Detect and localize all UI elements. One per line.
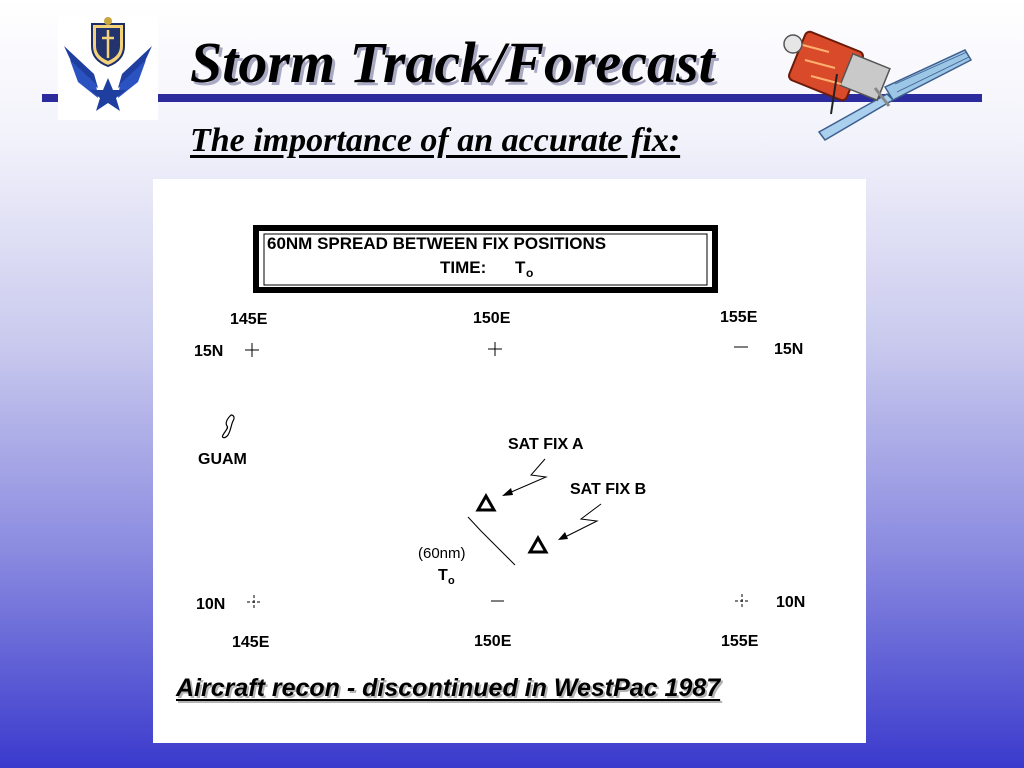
lat-label-15n-left: 15N	[194, 343, 223, 360]
sat-fix-a-arrowhead	[502, 488, 513, 496]
header-box-time-subscript: o	[526, 266, 533, 280]
lat-label-10n-right: 10N	[776, 594, 805, 611]
air-force-emblem-icon	[58, 16, 158, 120]
grid-cross-145e-10n	[247, 595, 261, 609]
grid-cross-150e-15n	[488, 342, 502, 356]
time-subscript-label: o	[448, 575, 455, 587]
sat-fix-b-marker	[527, 534, 549, 554]
lon-label-145e-top: 145E	[230, 311, 268, 328]
header-box-time-label: TIME:	[440, 258, 486, 277]
sat-fix-b-arrowhead	[558, 532, 568, 540]
header-box-title: 60NM SPREAD BETWEEN FIX POSITIONS	[267, 234, 606, 253]
sat-fix-a-marker	[475, 492, 497, 512]
sat-fix-a-arrow-line	[508, 458, 548, 494]
fix-diagram: 60NM SPREAD BETWEEN FIX POSITIONS TIME: …	[194, 225, 805, 651]
header-box-inner	[263, 233, 708, 286]
lon-label-150e-bottom: 150E	[474, 633, 512, 650]
grid-cross-155e-10n	[735, 594, 749, 608]
grid-cross-145e-15n	[245, 343, 259, 357]
header-box	[253, 225, 718, 293]
lon-label-145e-bottom: 145E	[232, 634, 270, 651]
lon-label-155e-bottom: 155E	[721, 633, 759, 650]
fix-diagram-panel: 60NM SPREAD BETWEEN FIX POSITIONS TIME: …	[153, 179, 866, 743]
lat-label-10n-left: 10N	[196, 596, 225, 613]
lon-label-155e-top: 155E	[720, 309, 758, 326]
slide-title: Storm Track/Forecast	[190, 30, 715, 95]
sat-fix-b-label: SAT FIX B	[570, 481, 646, 498]
distance-line	[467, 516, 516, 566]
sat-fix-a-label: SAT FIX A	[508, 436, 584, 453]
title-rule	[42, 94, 982, 102]
slide-subtitle: The importance of an accurate fix:	[190, 122, 681, 159]
lon-label-150e-top: 150E	[473, 310, 511, 327]
distance-label: (60nm)	[418, 545, 466, 562]
time-symbol-label: T	[438, 567, 448, 584]
lat-label-15n-right: 15N	[774, 341, 803, 358]
sat-fix-b-arrow-line	[564, 503, 602, 538]
satellite-icon	[775, 22, 980, 150]
guam-island-shape	[221, 414, 235, 439]
guam-label: GUAM	[198, 451, 247, 468]
header-box-time-symbol: T	[515, 258, 526, 277]
slide-caption: Aircraft recon - discontinued in WestPac…	[176, 674, 721, 702]
